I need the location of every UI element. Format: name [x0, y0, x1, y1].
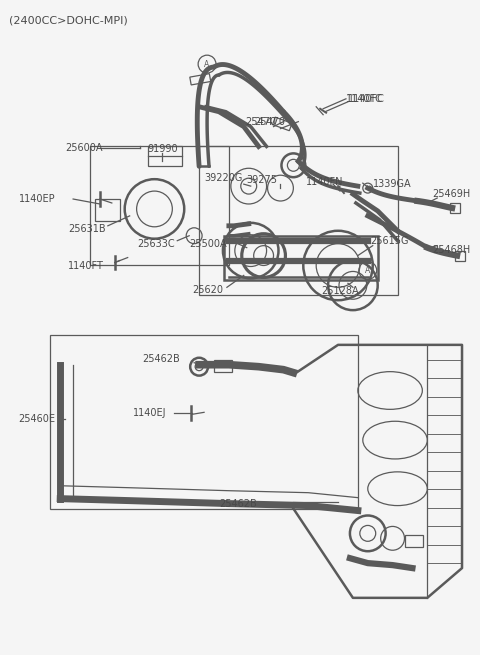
- Bar: [147, 147, 182, 166]
- Text: 25460E: 25460E: [19, 414, 56, 424]
- Bar: [214, 360, 232, 371]
- Bar: [273, 117, 292, 131]
- Text: 25615G: 25615G: [370, 236, 408, 246]
- Text: 25631B: 25631B: [68, 224, 106, 234]
- Text: 25500A: 25500A: [189, 238, 227, 249]
- Text: 25633C: 25633C: [138, 238, 175, 249]
- Text: A: A: [365, 266, 371, 275]
- Bar: [455, 251, 465, 261]
- Text: 25470: 25470: [245, 117, 276, 126]
- Text: 1140FT: 1140FT: [68, 261, 104, 271]
- Text: 1140FN: 1140FN: [306, 177, 344, 187]
- Text: 25462B: 25462B: [143, 354, 180, 364]
- Bar: [450, 203, 460, 213]
- Text: 25128A: 25128A: [321, 286, 359, 296]
- Bar: [199, 147, 397, 295]
- Text: 1339GA: 1339GA: [373, 179, 411, 189]
- Text: (2400CC>DOHC-MPI): (2400CC>DOHC-MPI): [9, 16, 127, 26]
- Text: 39275: 39275: [247, 175, 278, 185]
- Text: 1140FC: 1140FC: [346, 94, 383, 104]
- Text: 25462B: 25462B: [219, 498, 257, 508]
- Bar: [50, 335, 358, 508]
- Text: 1140FC: 1140FC: [348, 94, 385, 104]
- Text: 1140EJ: 1140EJ: [132, 408, 166, 419]
- Text: A: A: [204, 60, 210, 69]
- Text: 25469H: 25469H: [432, 189, 470, 199]
- Text: 91990: 91990: [147, 144, 178, 155]
- Text: 39220G: 39220G: [204, 173, 242, 183]
- Bar: [190, 73, 211, 85]
- Text: 25470: 25470: [255, 117, 286, 126]
- Text: 25468H: 25468H: [432, 244, 470, 255]
- Bar: [95, 199, 120, 221]
- Text: 25620: 25620: [192, 286, 223, 295]
- Text: 25600A: 25600A: [65, 143, 103, 153]
- Text: 1140EP: 1140EP: [19, 194, 55, 204]
- Bar: [90, 147, 229, 265]
- Bar: [406, 535, 423, 547]
- Bar: [224, 236, 378, 280]
